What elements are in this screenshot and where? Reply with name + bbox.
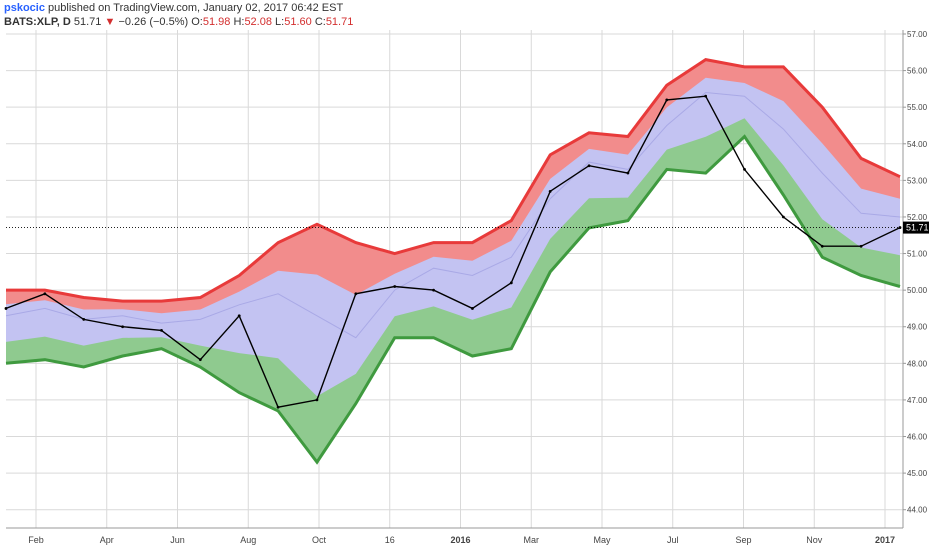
price-point: [276, 405, 280, 409]
upper-band-line: [6, 58, 901, 303]
price-line: [5, 95, 901, 408]
price-point: [4, 307, 8, 310]
price-point: [432, 288, 435, 292]
price-point: [315, 398, 319, 402]
change-down-icon: ▼: [104, 16, 116, 28]
price-point: [160, 329, 163, 332]
x-tick-label: Nov: [806, 535, 823, 545]
price-point: [743, 167, 746, 171]
band-lines: [4, 58, 903, 465]
price-point: [781, 215, 785, 219]
price-point: [820, 244, 824, 248]
publish-info: pskocic published on TradingView.com, Ja…: [4, 2, 343, 14]
y-tick-label: 57.00: [907, 30, 928, 39]
close-label: C:: [314, 16, 326, 28]
price-point: [704, 94, 708, 98]
band-areas: [6, 59, 900, 463]
low-value: 51.60: [284, 16, 312, 28]
y-tick-label: 44.00: [907, 506, 928, 515]
y-tick-label: 53.00: [907, 176, 928, 185]
price-point: [471, 307, 474, 310]
x-tick-label: Sep: [735, 535, 751, 545]
price-point: [587, 164, 591, 168]
x-tick-label: 2016: [450, 535, 470, 545]
x-tick-label: Apr: [100, 535, 114, 545]
price-point: [393, 285, 397, 288]
y-tick-label: 46.00: [907, 433, 928, 442]
price-point: [82, 318, 86, 321]
high-value: 52.08: [244, 16, 272, 28]
price-tag-box: [903, 221, 929, 234]
price-point: [237, 314, 241, 318]
axes: 44.00 45.00 46.00 47.00 48.00 49.00 50.00 51.00…: [6, 30, 928, 545]
price-point: [354, 292, 358, 296]
price-point: [859, 244, 863, 248]
x-tick-label: Oct: [312, 535, 327, 545]
low-label: L:: [275, 16, 285, 28]
price-change: −0.26 (−0.5%): [118, 16, 189, 28]
x-tick-label: Jun: [170, 535, 185, 545]
price-tag-label: 51.71: [906, 223, 929, 233]
published-text: published on TradingView.com, January 02…: [48, 2, 344, 14]
middle-band-line: [5, 91, 901, 339]
open-value: 51.98: [202, 16, 231, 28]
close-value: 51.71: [325, 16, 354, 28]
y-tick-label: 56.00: [907, 67, 928, 76]
lower-band-line: [5, 134, 901, 465]
price-point: [665, 98, 669, 102]
x-tick-label: Aug: [240, 535, 256, 545]
y-tick-label: 49.00: [907, 323, 928, 332]
y-tick-label: 45.00: [907, 469, 928, 478]
price-point: [626, 171, 630, 175]
x-tick-label: Feb: [28, 535, 44, 545]
price-point: [43, 292, 47, 296]
last-price: 51.71: [73, 16, 102, 28]
author-link[interactable]: pskocic: [4, 2, 45, 14]
y-tick-label: 54.00: [907, 140, 928, 149]
y-tick-label: 52.00: [907, 213, 928, 222]
x-tick-label: 16: [385, 535, 395, 545]
upper-inner-area: [6, 77, 900, 338]
x-tick-label: Jul: [667, 535, 679, 545]
high-label: H:: [233, 16, 245, 28]
y-tick-label: 47.00: [907, 396, 928, 405]
price-point: [198, 358, 202, 362]
y-tick-label: 55.00: [907, 103, 928, 112]
symbol-legend: BATS:XLP, D 51.71 ▼ −0.26 (−0.5%) O:51.9…: [4, 16, 353, 28]
y-tick-label: 51.00: [907, 250, 928, 259]
open-label: O:: [191, 16, 203, 28]
x-tick-label: May: [593, 535, 611, 545]
price-point: [121, 325, 125, 329]
price-point: [509, 281, 513, 285]
price-tag: 51.71: [903, 221, 929, 234]
lower-band-area: [6, 118, 900, 463]
y-tick-label: 50.00: [907, 286, 928, 295]
price-point: [548, 189, 552, 193]
y-tick-label: 48.00: [907, 359, 928, 368]
x-tick-label: Mar: [524, 535, 540, 545]
symbol-label: BATS:XLP, D: [4, 16, 71, 28]
x-tick-label: 2017: [875, 535, 895, 545]
